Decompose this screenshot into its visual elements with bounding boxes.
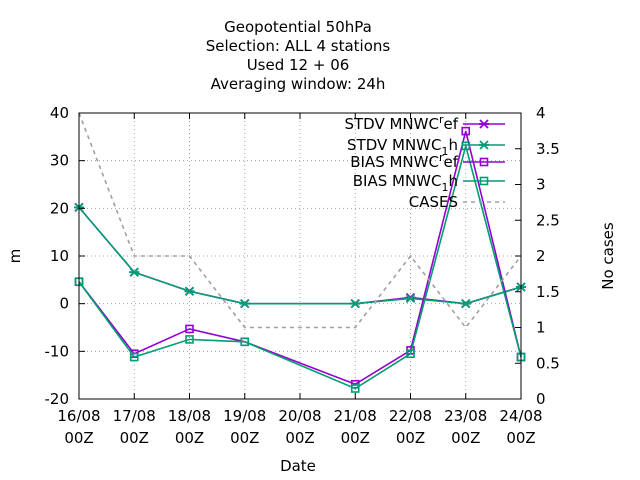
title-line: Geopotential 50hPa [224, 18, 372, 36]
square-marker [461, 141, 471, 151]
y2-tick-label: 1 [536, 319, 546, 337]
title-line: Averaging window: 24h [211, 75, 386, 93]
square-marker [479, 176, 489, 186]
series-line [78, 112, 522, 329]
series-line [78, 206, 522, 305]
y2-tick-label: 2 [536, 247, 546, 265]
x-tick-sublabel: 00Z [64, 429, 93, 447]
x-tick-sublabel: 00Z [230, 429, 259, 447]
x-tick-sublabel: 00Z [341, 429, 370, 447]
y-tick-label: 30 [50, 152, 69, 170]
y2-tick-label: 0.5 [536, 354, 560, 372]
axes: 16/08 00Z 17/08 00Z 18/08 00Z 19/08 00Z 20/08 00Z… [45, 104, 560, 447]
y2-tick-label: 1.5 [536, 283, 560, 301]
series-line [78, 130, 522, 386]
square-marker [185, 324, 194, 334]
y2-tick-label: 2.5 [536, 211, 560, 229]
y-tick-label: -10 [45, 342, 70, 360]
x-tick-sublabel: 00Z [175, 429, 204, 447]
y2-axis-label: No cases [599, 222, 617, 290]
x-tick-sublabel: 00Z [120, 429, 149, 447]
title-line: Used 12 + 06 [247, 56, 350, 74]
y2-tick-label: 3.5 [536, 140, 560, 158]
x-tick-label: 17/08 [113, 407, 156, 425]
square-marker [479, 157, 489, 167]
square-marker [185, 335, 194, 344]
y-tick-label: 40 [50, 104, 69, 122]
legend-label: STDV MNWCref [344, 113, 458, 133]
legend-label: BIAS MNWCref [350, 151, 458, 171]
y-tick-label: -20 [45, 390, 70, 408]
x-tick-label: 18/08 [168, 407, 211, 425]
y2-tick-label: 0 [536, 390, 546, 408]
square-marker [350, 384, 360, 393]
series [74, 141, 526, 393]
y-axis-label: m [6, 249, 24, 264]
y-tick-label: 20 [50, 199, 69, 217]
square-marker [240, 337, 250, 347]
y-tick-label: 10 [50, 247, 69, 265]
title-line: Selection: ALL 4 stations [206, 37, 391, 55]
legend-label: BIAS MNWC1h [353, 172, 458, 194]
y-tick-label: 0 [59, 295, 69, 313]
legend-label: STDV MNWC1h [347, 136, 458, 158]
x-tick-label: 24/08 [499, 407, 542, 425]
square-marker [129, 352, 139, 362]
x-tick-label: 22/08 [389, 407, 432, 425]
y2-tick-label: 4 [536, 104, 546, 122]
y2-tick-label: 3 [536, 176, 546, 194]
series-group [74, 112, 526, 393]
x-tick-sublabel: 00Z [285, 429, 314, 447]
x-tick-label: 19/08 [223, 407, 266, 425]
x-tick-sublabel: 00Z [451, 429, 480, 447]
legend-label: CASES [409, 193, 458, 211]
square-marker [461, 126, 471, 136]
x-axis-label: Date [280, 457, 316, 475]
x-tick-sublabel: 00Z [396, 429, 425, 447]
x-tick-sublabel: 00Z [506, 429, 535, 447]
series-line [78, 142, 522, 390]
x-tick-label: 16/08 [57, 407, 100, 425]
x-tick-label: 21/08 [334, 407, 377, 425]
square-marker [406, 349, 415, 359]
x-tick-label: 20/08 [278, 407, 321, 425]
series [74, 202, 526, 309]
series [78, 112, 522, 329]
x-tick-label: 23/08 [444, 407, 487, 425]
